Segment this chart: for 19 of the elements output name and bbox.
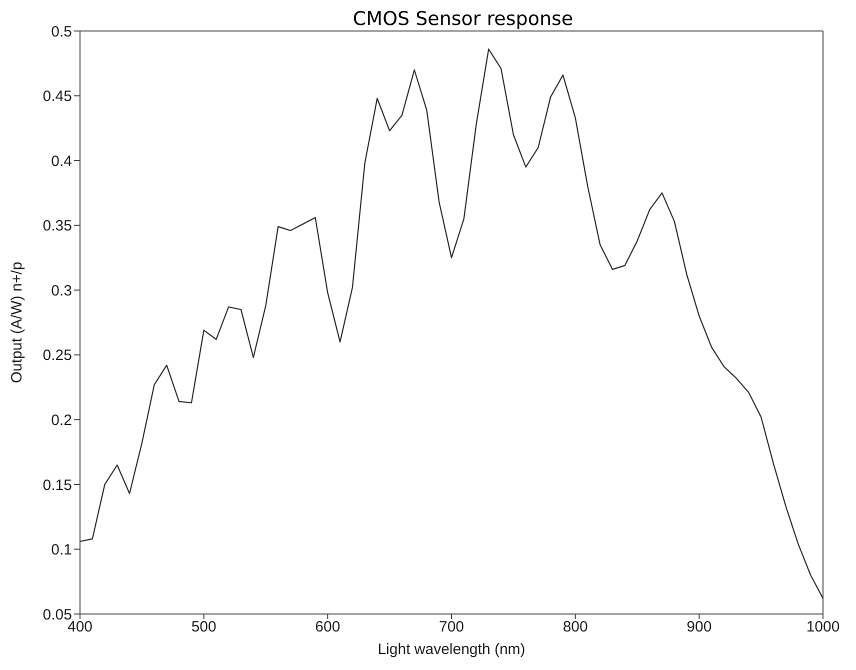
y-tick-label: 0.35: [42, 218, 72, 235]
line-series: [80, 48, 823, 600]
y-tick-label: 0.1: [51, 542, 72, 559]
y-tick-label: 0.25: [42, 347, 72, 364]
y-tick-label: 0.15: [42, 476, 72, 494]
y-tick-label: 0.45: [42, 88, 72, 106]
x-tick-label: 600: [315, 618, 340, 636]
x-tick-label: 500: [191, 618, 216, 636]
y-tick-label: 0.3: [51, 282, 72, 300]
chart-title: CMOS Sensor response: [352, 8, 574, 30]
x-tick-label: 900: [686, 618, 712, 636]
y-axis-title: Output (A/W) n+/p: [8, 262, 26, 384]
x-tick-label: 1000: [806, 618, 840, 636]
x-axis-title: Light wavelength (nm): [378, 641, 526, 658]
y-tick-label: 0.4: [51, 152, 72, 170]
y-tick-label: 0.2: [51, 412, 72, 429]
x-tick-label: 800: [562, 618, 588, 636]
x-tick-label: 700: [438, 618, 464, 636]
y-tick-label: 0.5: [51, 23, 72, 40]
